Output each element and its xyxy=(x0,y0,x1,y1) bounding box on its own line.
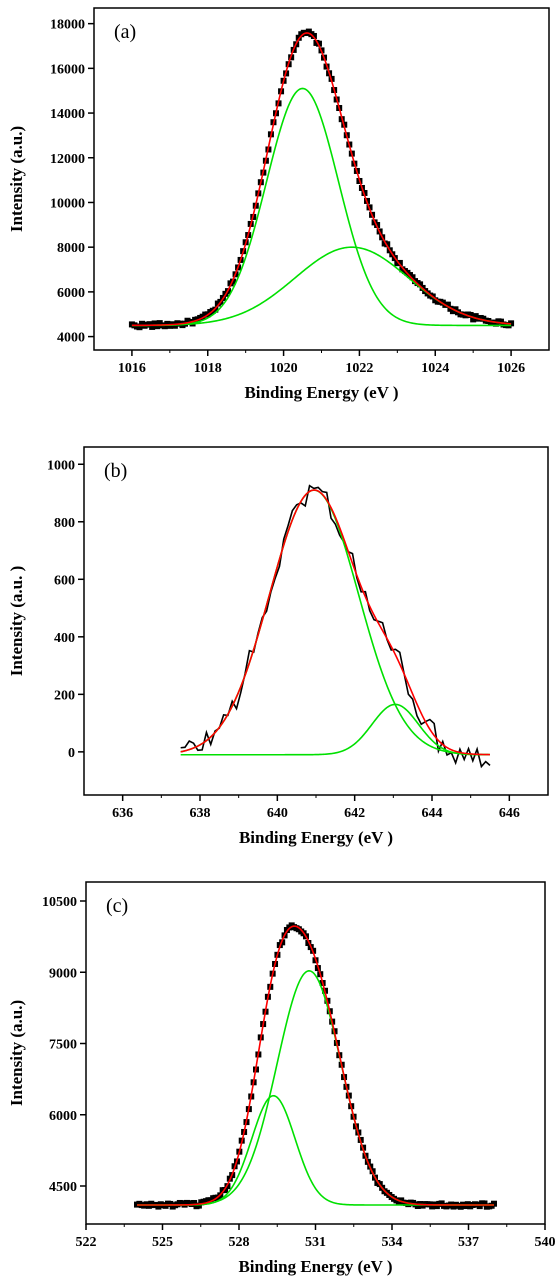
x-tick-label: 525 xyxy=(152,1235,173,1250)
x-tick-label: 534 xyxy=(382,1235,403,1250)
panel-label: (a) xyxy=(114,21,136,43)
data-point xyxy=(315,40,322,47)
y-tick-label: 16000 xyxy=(50,62,85,77)
plot-frame xyxy=(83,446,549,796)
x-tick-label: 642 xyxy=(344,806,365,821)
y-tick-label: 0 xyxy=(68,746,75,761)
panel-label: (b) xyxy=(104,460,127,482)
x-tick-label: 531 xyxy=(305,1235,326,1250)
y-tick-label: 8000 xyxy=(57,241,85,256)
data-point xyxy=(467,311,474,318)
x-tick-label: 1022 xyxy=(345,361,373,376)
data-point xyxy=(470,316,477,323)
y-tick-label: 10500 xyxy=(42,895,77,910)
y-axis-title: Intensity (a.u.) xyxy=(7,1000,26,1106)
data-point xyxy=(310,32,317,39)
y-tick-label: 10000 xyxy=(50,196,85,211)
panel-b: 636 638 640 642 644 646 0 200 400 600 800 1000 Bindi… xyxy=(7,446,549,847)
x-tick-label: 636 xyxy=(112,806,133,821)
panel-c: 522 525 528 531 534 537 540 4500 6000 7500 9000 105… xyxy=(7,881,556,1276)
panel-label: (c) xyxy=(106,895,128,917)
y-tick-label: 1000 xyxy=(47,458,75,473)
x-tick-label: 1020 xyxy=(270,361,298,376)
x-tick-label: 640 xyxy=(267,806,288,821)
data-point xyxy=(417,281,424,288)
y-tick-label: 7500 xyxy=(49,1038,77,1053)
x-axis-title: Binding Energy (eV ) xyxy=(239,828,393,847)
x-tick-label: 646 xyxy=(499,806,520,821)
y-tick-label: 800 xyxy=(54,516,75,531)
x-tick-label: 1024 xyxy=(421,361,449,376)
y-tick-label: 4500 xyxy=(49,1180,77,1195)
data-point xyxy=(384,241,391,248)
y-tick-label: 200 xyxy=(54,688,75,703)
data-point xyxy=(195,1202,202,1209)
y-tick-label: 18000 xyxy=(50,18,85,33)
x-axis-title: Binding Energy (eV ) xyxy=(238,1257,392,1276)
y-axis-title: Intensity (a.u. ) xyxy=(7,566,26,677)
component-peak-2 xyxy=(137,970,494,1206)
x-tick-label: 537 xyxy=(458,1235,479,1250)
envelope-fit xyxy=(137,925,494,1206)
y-axis-title: Intensity (a.u.) xyxy=(7,126,26,232)
x-tick-label: 1026 xyxy=(497,361,525,376)
x-tick-label: 644 xyxy=(422,806,443,821)
data-point xyxy=(212,306,219,313)
x-tick-label: 1016 xyxy=(118,361,146,376)
data-point xyxy=(136,324,143,331)
y-tick-label: 600 xyxy=(54,573,75,588)
component-peak-2 xyxy=(180,703,490,756)
y-tick-label: 400 xyxy=(54,631,75,646)
data-point xyxy=(409,274,416,281)
y-tick-label: 4000 xyxy=(57,331,85,346)
x-axis-title: Binding Energy (eV ) xyxy=(244,383,398,402)
x-tick-label: 638 xyxy=(190,806,211,821)
component-peak-1 xyxy=(137,1094,494,1206)
data-point xyxy=(191,1199,198,1206)
data-point xyxy=(491,1200,497,1207)
x-tick-label: 528 xyxy=(229,1235,250,1250)
x-tick-label: 540 xyxy=(535,1235,556,1250)
y-tick-label: 6000 xyxy=(49,1109,77,1124)
plot-frame xyxy=(85,881,546,1225)
panel-a: 1016 1018 1020 1022 1024 1026 4000 6000 8000 1000… xyxy=(7,7,550,402)
envelope-fit xyxy=(180,489,491,756)
envelope-fit xyxy=(131,32,512,327)
data-point xyxy=(305,940,312,947)
y-tick-label: 12000 xyxy=(50,152,85,167)
data-point xyxy=(444,301,451,308)
component-peak-1 xyxy=(131,87,512,327)
y-tick-label: 9000 xyxy=(49,966,77,981)
data-point xyxy=(149,323,156,330)
y-tick-label: 6000 xyxy=(57,286,85,301)
raw-data-line xyxy=(180,484,491,769)
data-point xyxy=(481,1200,488,1207)
y-tick-label: 14000 xyxy=(50,107,85,122)
data-point xyxy=(154,323,161,330)
x-tick-label: 1018 xyxy=(194,361,222,376)
x-tick-label: 522 xyxy=(76,1235,97,1250)
data-point xyxy=(452,306,459,313)
data-point xyxy=(396,259,403,266)
